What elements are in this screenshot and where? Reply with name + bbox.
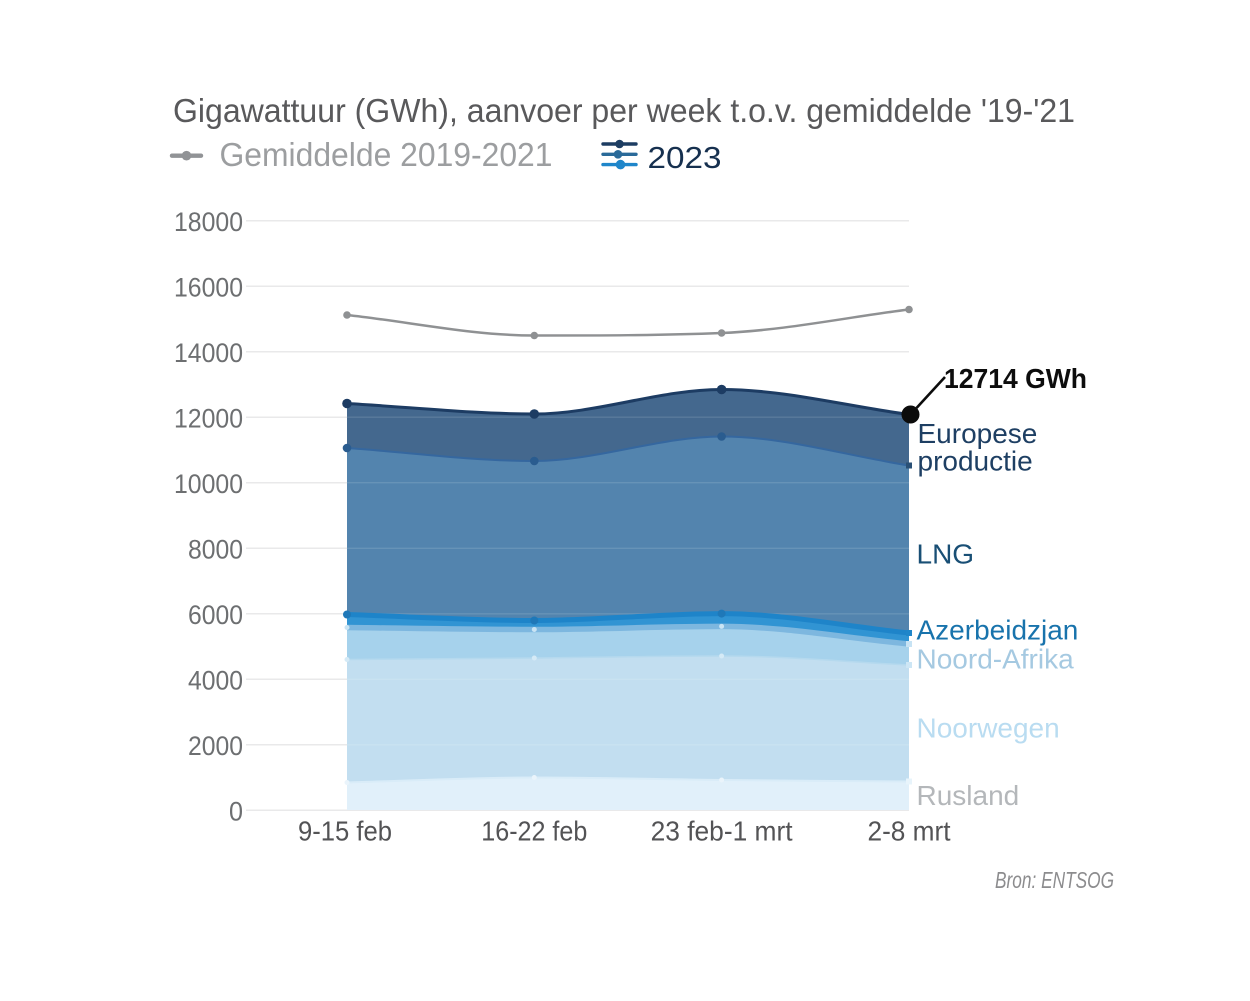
svg-text:LNG: LNG — [917, 539, 975, 570]
svg-text:6000: 6000 — [188, 600, 243, 630]
svg-text:2-8 mrt: 2-8 mrt — [868, 816, 951, 847]
svg-text:Noorwegen: Noorwegen — [917, 713, 1060, 744]
svg-text:8000: 8000 — [188, 535, 243, 565]
svg-text:18000: 18000 — [174, 207, 243, 237]
svg-text:Azerbeidzjan: Azerbeidzjan — [917, 615, 1079, 646]
svg-text:Gemiddelde 2019-2021: Gemiddelde 2019-2021 — [220, 136, 553, 173]
svg-text:2023: 2023 — [648, 140, 722, 175]
svg-text:4000: 4000 — [188, 666, 243, 696]
svg-text:Gigawattuur (GWh), aanvoer per: Gigawattuur (GWh), aanvoer per week t.o.… — [173, 92, 1075, 129]
svg-text:9-15 feb: 9-15 feb — [298, 816, 392, 847]
svg-text:2000: 2000 — [188, 731, 243, 761]
svg-text:10000: 10000 — [174, 469, 243, 499]
svg-text:16-22 feb: 16-22 feb — [481, 816, 587, 847]
svg-text:0: 0 — [229, 797, 243, 827]
svg-text:Bron: ENTSOG: Bron: ENTSOG — [995, 867, 1114, 893]
svg-text:14000: 14000 — [174, 338, 243, 368]
svg-text:12714 GWh: 12714 GWh — [944, 363, 1087, 394]
svg-text:Europese: Europese — [918, 418, 1038, 449]
svg-text:Rusland: Rusland — [917, 780, 1020, 811]
svg-text:12000: 12000 — [174, 404, 243, 434]
svg-text:productie: productie — [918, 446, 1033, 477]
svg-text:16000: 16000 — [174, 273, 243, 303]
svg-text:Noord-Afrika: Noord-Afrika — [917, 644, 1075, 675]
svg-text:23 feb-1 mrt: 23 feb-1 mrt — [651, 816, 793, 847]
